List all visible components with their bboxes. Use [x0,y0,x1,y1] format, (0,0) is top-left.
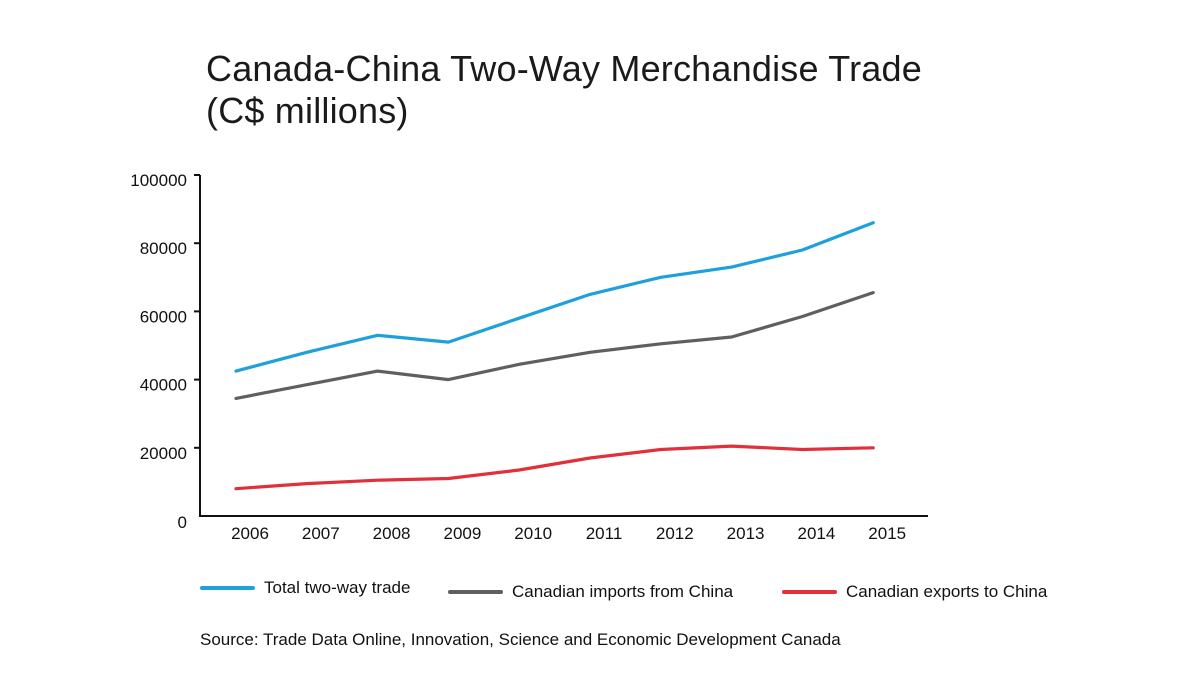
legend-item-exports: Canadian exports to China [782,582,1047,602]
y-tick-label: 20000 [140,444,187,463]
legend-label-total: Total two-way trade [264,578,411,597]
x-tick-label: 2012 [656,524,694,543]
y-tick-label: 100000 [130,171,187,190]
chart-axes [199,175,928,517]
y-tick-label: 0 [178,513,187,532]
x-tick-label: 2006 [231,524,269,543]
x-tick-label: 2008 [373,524,411,543]
source-note: Source: Trade Data Online, Innovation, S… [200,630,841,649]
chart-title: Canada-China Two-Way Merchandise Trade (… [206,48,922,132]
legend-swatch-total [200,586,255,590]
series-line-exports [234,444,875,491]
x-tick-label: 2013 [727,524,765,543]
chart-legend: Total two-way trade Canadian imports fro… [0,578,1200,608]
x-tick-label: 2009 [443,524,481,543]
y-tick-label: 60000 [140,307,187,326]
y-axis-ticks: 0 20000 40000 60000 80000 100000 [130,171,200,532]
y-tick-label: 80000 [140,239,187,258]
chart-title-line2: (C$ millions) [206,90,409,131]
legend-item-imports: Canadian imports from China [448,582,733,602]
chart-series [234,221,875,491]
legend-item-total: Total two-way trade [200,578,410,598]
legend-label-exports: Canadian exports to China [846,582,1048,601]
x-tick-label: 2014 [797,524,835,543]
y-tick-label: 40000 [140,376,187,395]
chart-title-line1: Canada-China Two-Way Merchandise Trade [206,48,922,89]
x-tick-label: 2007 [302,524,340,543]
legend-swatch-exports [782,590,837,594]
series-line-imports [234,291,875,400]
x-axis-ticks: 2006 2007 2008 2009 2010 2011 2012 2013 2014 2015 [231,524,906,543]
legend-swatch-imports [448,590,503,594]
x-tick-label: 2010 [514,524,552,543]
series-line-total [234,221,875,373]
x-tick-label: 2011 [586,524,623,543]
x-tick-label: 2015 [868,524,906,543]
legend-label-imports: Canadian imports from China [512,582,734,601]
